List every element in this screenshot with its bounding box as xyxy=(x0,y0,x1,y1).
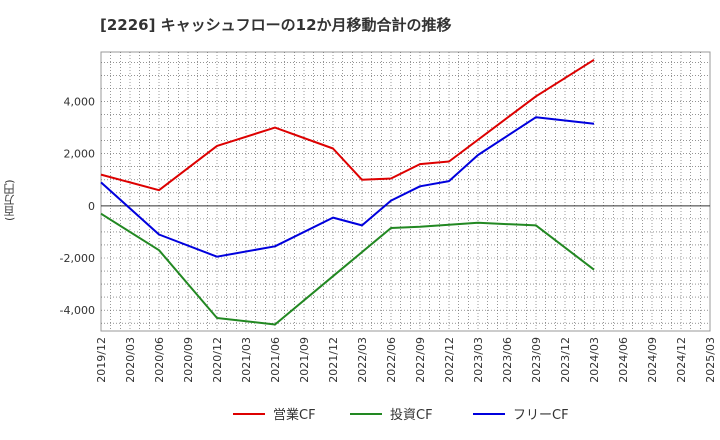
grid-layer xyxy=(100,51,711,332)
x-tick-label: 2024/09 xyxy=(646,337,659,383)
x-tick-label: 2022/12 xyxy=(443,337,456,383)
x-tick-label: 2021/06 xyxy=(269,337,282,383)
x-tick-label: 2020/09 xyxy=(182,337,195,383)
legend-label-1: 営業CF xyxy=(273,407,316,423)
x-tick-label: 2024/06 xyxy=(617,337,630,383)
y-tick-label: 0 xyxy=(88,200,95,213)
y-tick-label: -2,000 xyxy=(60,252,95,265)
x-tick-label: 2025/03 xyxy=(704,337,717,383)
x-tick-label: 2023/03 xyxy=(472,337,485,383)
x-tick-label: 2021/09 xyxy=(298,337,311,383)
x-tick-label: 2019/12 xyxy=(95,337,108,383)
x-tick-label: 2020/12 xyxy=(211,337,224,383)
x-tick-label: 2022/03 xyxy=(356,337,369,383)
axis-layer: 4,000 2,000 0 -2,000 -4,000 2019/12 2020/03 202… xyxy=(60,96,717,383)
chart-title: [2226] キャッシュフローの12か月移動合計の推移 xyxy=(100,16,452,34)
x-tick-label: 2023/06 xyxy=(501,337,514,383)
x-tick-label: 2024/03 xyxy=(588,337,601,383)
x-tick-label: 2022/06 xyxy=(385,337,398,383)
y-tick-label: 2,000 xyxy=(64,148,96,161)
series-line-3 xyxy=(100,116,595,258)
plot-frame xyxy=(100,51,711,332)
legend-label-3: フリーCF xyxy=(513,408,569,423)
x-tick-label: 2023/12 xyxy=(559,337,572,383)
x-tick-label: 2024/12 xyxy=(675,337,688,383)
series-line-1 xyxy=(100,58,595,192)
x-tick-label: 2020/03 xyxy=(124,337,137,383)
x-tick-label: 2022/09 xyxy=(414,337,427,383)
legend: 営業CF 投資CF フリーCF xyxy=(233,407,569,423)
x-tick-label: 2020/06 xyxy=(153,337,166,383)
y-tick-label: 4,000 xyxy=(64,96,96,109)
series-layer xyxy=(100,58,595,326)
y-tick-label: -4,000 xyxy=(60,304,95,317)
legend-label-2: 投資CF xyxy=(390,407,433,423)
x-tick-label: 2023/09 xyxy=(530,337,543,383)
x-tick-label: 2021/12 xyxy=(327,337,340,383)
x-tick-label: 2021/03 xyxy=(240,337,253,383)
series-line-2 xyxy=(100,212,595,326)
